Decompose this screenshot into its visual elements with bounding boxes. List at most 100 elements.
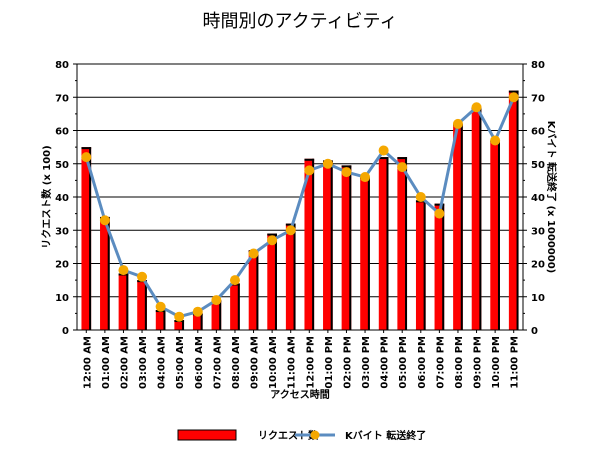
bar-top-edge <box>434 203 445 206</box>
x-tick-label: 06:00 AM <box>194 336 205 389</box>
y-tick-label: 0 <box>62 326 69 337</box>
bar <box>118 273 129 330</box>
bar <box>453 123 463 330</box>
line-point <box>304 165 315 176</box>
y2-tick-label: 80 <box>531 60 545 71</box>
series-line <box>84 96 516 319</box>
y-tick-label: 80 <box>55 60 69 71</box>
bar-shadow <box>442 203 445 330</box>
line-point <box>229 275 240 286</box>
line-point <box>397 162 408 173</box>
bar-shadow <box>293 223 296 330</box>
line-point <box>415 192 426 202</box>
x-tick-label: 04:00 PM <box>380 336 391 389</box>
x-tick-label: 02:00 PM <box>342 336 353 389</box>
x-tick-label: 10:00 PM <box>491 336 502 389</box>
y2-tick-label: 60 <box>531 127 545 138</box>
chart-title: 時間別のアクティビティ <box>203 11 398 32</box>
y2-tick-label: 50 <box>531 160 545 171</box>
bar-top-edge <box>378 157 389 160</box>
line-point <box>508 92 519 103</box>
bar <box>490 140 500 330</box>
legend-marker-kbytes <box>310 430 320 440</box>
x-tick-label: 03:00 PM <box>361 336 372 389</box>
legend-swatch-requests <box>177 429 237 441</box>
line-point <box>471 102 482 113</box>
x-tick-label: 01:00 PM <box>324 336 335 389</box>
bar-shadow <box>405 157 408 330</box>
bar-series-requests <box>81 90 519 330</box>
bar-shadow <box>163 310 166 330</box>
bar-top-edge <box>304 158 315 161</box>
y2-tick-label: 40 <box>531 193 545 204</box>
line-point <box>434 208 445 219</box>
x-tick-label: 11:00 PM <box>510 336 521 389</box>
x-tick-label: 11:00 AM <box>287 336 298 389</box>
bar <box>471 107 482 330</box>
line-point <box>452 118 463 129</box>
bar-shadow <box>200 313 203 330</box>
y-tick-label: 20 <box>55 260 69 271</box>
axes <box>73 63 527 333</box>
bar-shadow <box>479 107 482 330</box>
bar-top-edge <box>397 157 408 160</box>
bar-top-edge <box>285 223 296 226</box>
line-point <box>174 311 185 322</box>
bar-shadow <box>274 233 277 330</box>
bar-shadow <box>497 140 500 330</box>
bar <box>415 200 426 330</box>
line-point <box>322 158 333 169</box>
x-tick-label: 08:00 AM <box>231 336 242 389</box>
legend-label-requests: リクエスト数 <box>258 429 319 442</box>
y-tick-label: 30 <box>55 226 69 237</box>
line-point <box>341 167 352 178</box>
bar <box>304 158 315 330</box>
bar <box>267 233 277 330</box>
x-tick-label: 10:00 AM <box>268 336 279 389</box>
bar-shadow <box>367 177 370 330</box>
line-point <box>99 215 110 226</box>
bar-shadow <box>126 273 129 330</box>
bar <box>397 157 408 330</box>
bar-shadow <box>386 157 389 330</box>
line-point <box>490 135 501 146</box>
bar <box>174 320 185 330</box>
x-tick-label: 05:00 AM <box>175 336 186 389</box>
line-point <box>267 235 278 246</box>
bar-shadow <box>330 160 333 330</box>
bar-shadow <box>256 250 259 330</box>
bar-shadow <box>460 123 463 330</box>
line-point <box>192 306 203 317</box>
bar <box>508 90 519 330</box>
bar-shadow <box>423 200 426 330</box>
x-tick-label: 03:00 AM <box>138 336 149 389</box>
line-series-kbytes <box>81 92 519 322</box>
x-tick-label: 02:00 AM <box>119 336 130 389</box>
bar-top-edge <box>341 165 352 168</box>
x-tick-label: 07:00 AM <box>212 336 223 389</box>
bar-shadow <box>182 320 185 330</box>
x-axis-label: アクセス時間 <box>270 388 330 401</box>
bar-shadow <box>107 216 110 330</box>
line-point <box>248 248 259 259</box>
bar <box>378 157 389 330</box>
legend-label-kbytes: Kバイト 転送終了 <box>345 429 426 442</box>
y2-tick-label: 20 <box>531 260 545 271</box>
bar <box>155 310 166 330</box>
bar-shadow <box>144 280 147 330</box>
bar <box>192 313 203 330</box>
bar <box>323 160 333 330</box>
bar <box>360 177 370 330</box>
y-tick-label: 60 <box>55 127 69 138</box>
x-tick-label: 09:00 PM <box>473 336 484 389</box>
x-tick-label: 08:00 PM <box>454 336 465 389</box>
line-point <box>285 225 296 236</box>
x-tick-label: 05:00 PM <box>398 336 409 389</box>
x-tick-label: 09:00 AM <box>250 336 261 389</box>
bar-shadow <box>237 283 240 330</box>
line-point <box>118 265 129 276</box>
x-tick-label: 04:00 AM <box>157 336 168 389</box>
y-tick-label: 70 <box>55 93 69 104</box>
bar <box>230 283 240 330</box>
x-tick-label: 12:00 PM <box>305 336 316 389</box>
